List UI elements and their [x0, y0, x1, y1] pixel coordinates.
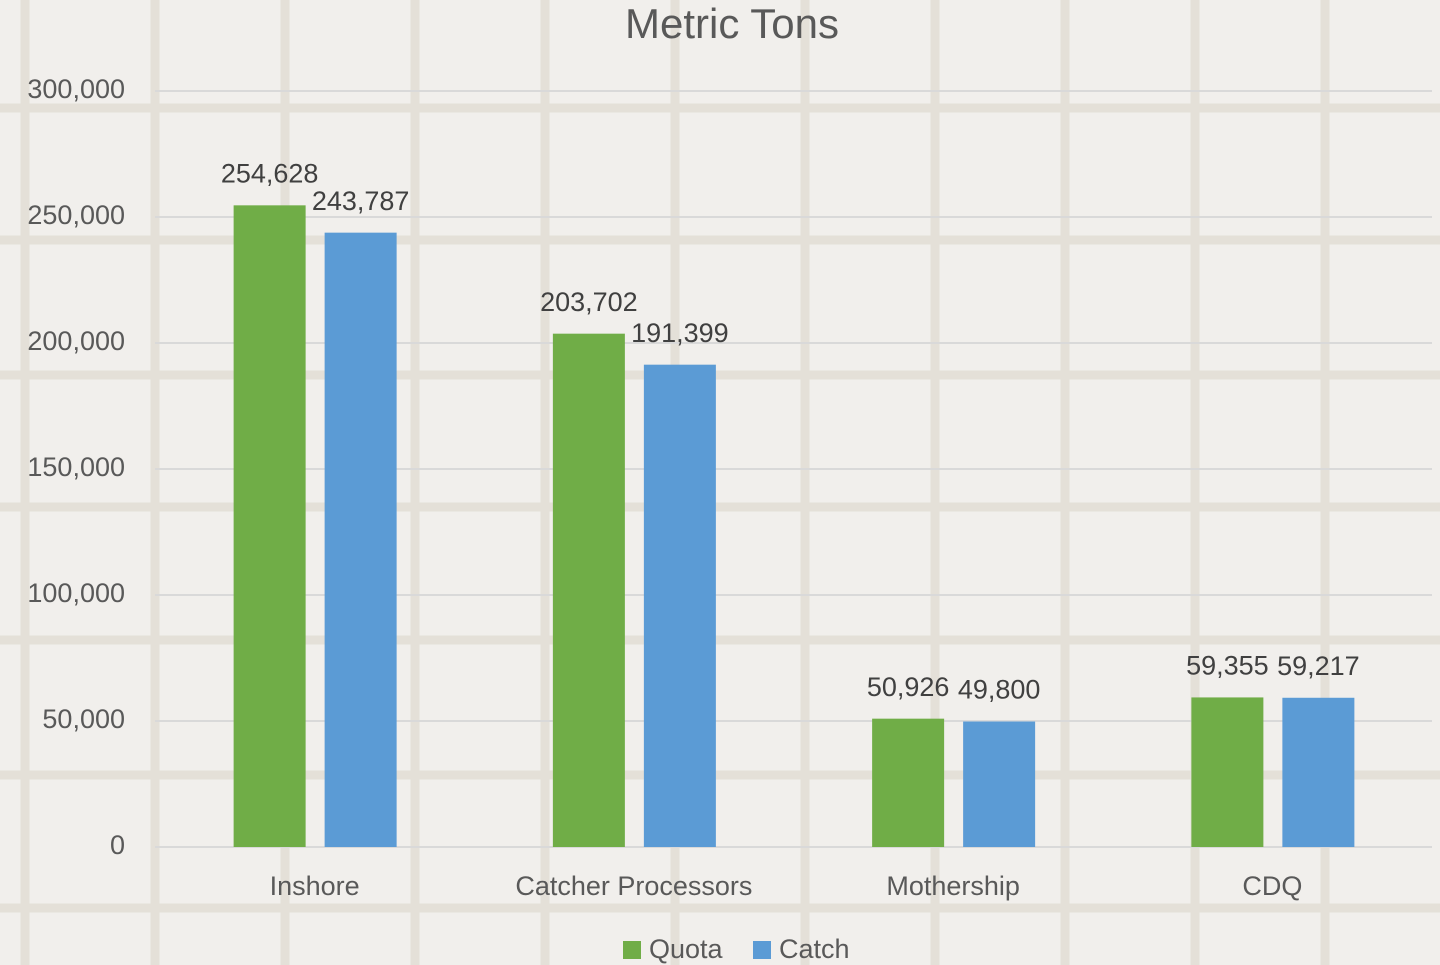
- y-tick-label: 0: [110, 830, 125, 860]
- data-label: 50,926: [867, 672, 950, 702]
- x-tick-label: Inshore: [270, 871, 360, 901]
- data-label: 243,787: [312, 186, 410, 216]
- bar: [233, 205, 306, 848]
- y-tick-label: 200,000: [27, 326, 125, 356]
- y-tick-label: 250,000: [27, 200, 125, 230]
- data-label: 203,702: [540, 287, 638, 317]
- bar: [1282, 697, 1355, 847]
- data-label: 49,800: [958, 675, 1041, 705]
- data-label: 59,355: [1186, 651, 1269, 681]
- legend-label: Quota: [649, 934, 724, 964]
- bar: [643, 364, 716, 847]
- legend-swatch: [623, 941, 641, 959]
- data-label: 254,628: [221, 158, 319, 188]
- bar: [324, 232, 397, 848]
- x-tick-label: CDQ: [1242, 871, 1302, 901]
- y-tick-label: 300,000: [27, 74, 125, 104]
- bar: [872, 718, 945, 847]
- legend-label: Catch: [779, 934, 850, 964]
- data-label: 191,399: [631, 318, 729, 348]
- bar: [552, 333, 625, 847]
- y-tick-label: 50,000: [42, 704, 125, 734]
- x-tick-label: Mothership: [886, 871, 1020, 901]
- data-label: 59,217: [1277, 651, 1360, 681]
- bar: [1191, 697, 1264, 847]
- chart-title: Metric Tons: [625, 0, 839, 47]
- x-tick-label: Catcher Processors: [515, 871, 752, 901]
- y-tick-label: 150,000: [27, 452, 125, 482]
- bar: [963, 721, 1036, 847]
- y-tick-label: 100,000: [27, 578, 125, 608]
- legend-swatch: [753, 941, 771, 959]
